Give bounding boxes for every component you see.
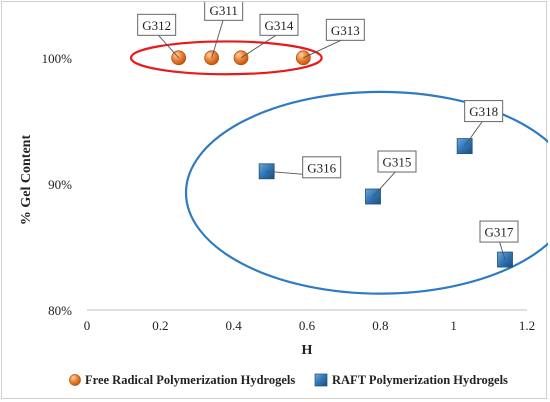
point-label: G318 [469,104,498,119]
callout-box [464,100,504,123]
x-axis-title: H [302,343,313,358]
data-points [171,50,513,268]
callout-leader [303,37,346,59]
free-radical-highlight-ellipse [129,40,323,76]
legend-marker-free-radical [69,374,81,386]
callout-box [259,13,299,36]
callout-box [325,18,365,41]
legend-label-free-radical: Free Radical Polymerization Hydrogels [85,373,295,387]
raft-highlight-ellipse [184,90,548,295]
point-label: G315 [383,155,412,170]
x-tick-label: 0.8 [372,318,388,333]
point-label: G312 [142,18,171,33]
point-callouts: G312 G311 G314 G313 G316 G315 G318 G317 [137,2,519,260]
callout-box [137,13,177,36]
callout-box [377,150,417,173]
callout-leader [498,239,506,260]
x-tick-label: 1.2 [519,318,535,333]
highlight-ellipses [129,40,548,295]
callout-leader [156,33,180,59]
callout-box [302,156,342,179]
legend-label-raft: RAFT Polymerization Hydrogels [332,373,508,387]
point-label: G311 [209,3,237,18]
y-axis-title: % Gel Content [19,135,34,226]
legend: Free Radical Polymerization Hydrogels RAF… [69,373,508,387]
x-tick-label: 0.2 [152,318,168,333]
point-label: G317 [485,225,514,240]
y-tick-label: 80% [48,303,72,318]
point-label: G313 [331,23,360,38]
x-tick-label: 0.6 [299,318,316,333]
point-label: G316 [307,160,336,175]
callout-box [204,2,244,21]
legend-marker-raft [314,373,328,387]
y-tick-label: 90% [48,177,72,192]
tick-labels: 0 0.2 0.4 0.6 0.8 1 1.2 80% 90% 100% [42,51,535,333]
callout-leader [211,18,225,58]
y-tick-label: 100% [42,51,73,66]
callout-leader [464,119,485,147]
x-tick-label: 0.4 [226,318,243,333]
callout-box [479,220,519,243]
callout-leader [372,169,398,197]
callout-leader [240,32,280,59]
point-label: G314 [265,18,294,33]
x-tick-label: 0 [84,318,91,333]
x-tick-label: 1 [450,318,457,333]
